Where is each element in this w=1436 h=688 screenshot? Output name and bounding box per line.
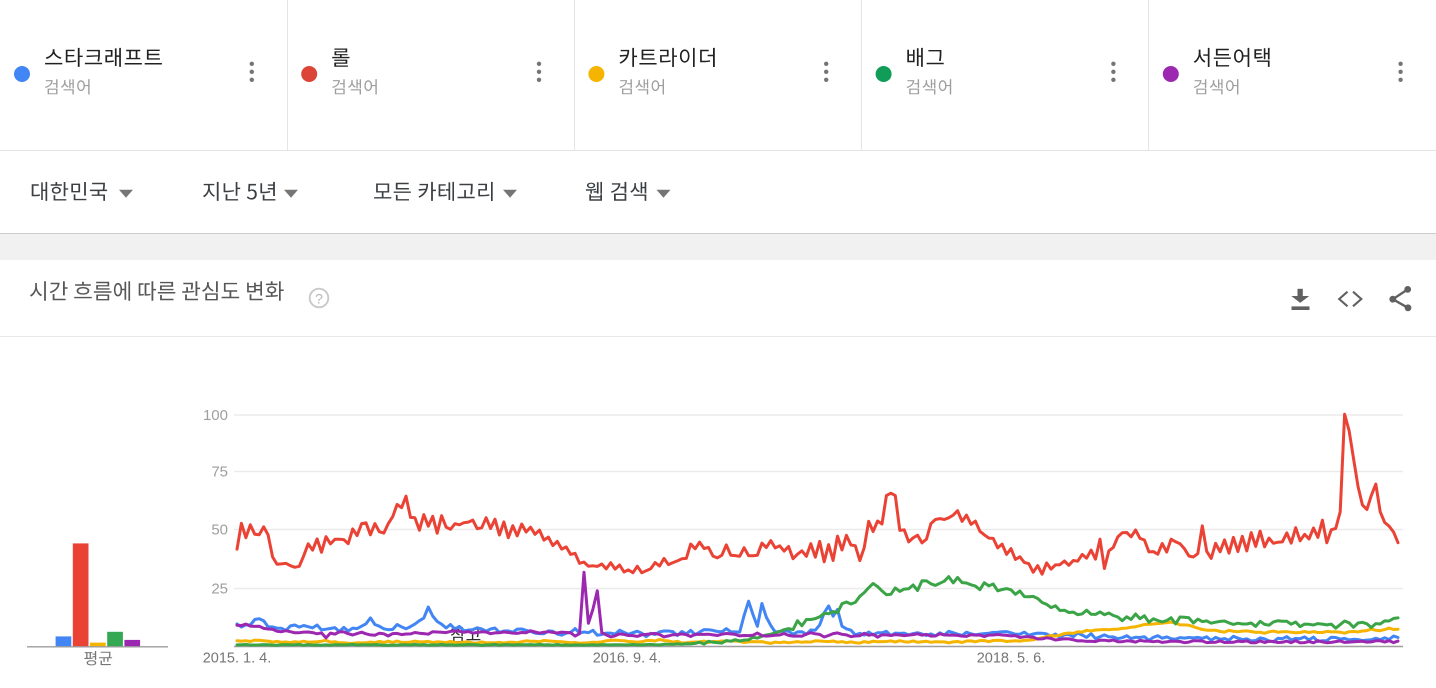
svg-text:2018. 5. 6.: 2018. 5. 6. [977, 651, 1046, 667]
svg-text:25: 25 [211, 581, 228, 598]
svg-text:50: 50 [211, 522, 228, 539]
svg-text:100: 100 [203, 407, 228, 424]
svg-text:2015. 1. 4.: 2015. 1. 4. [203, 651, 272, 667]
svg-text:?: ? [315, 290, 323, 306]
svg-text:75: 75 [211, 464, 228, 481]
svg-text:2016. 9. 4.: 2016. 9. 4. [593, 651, 662, 667]
